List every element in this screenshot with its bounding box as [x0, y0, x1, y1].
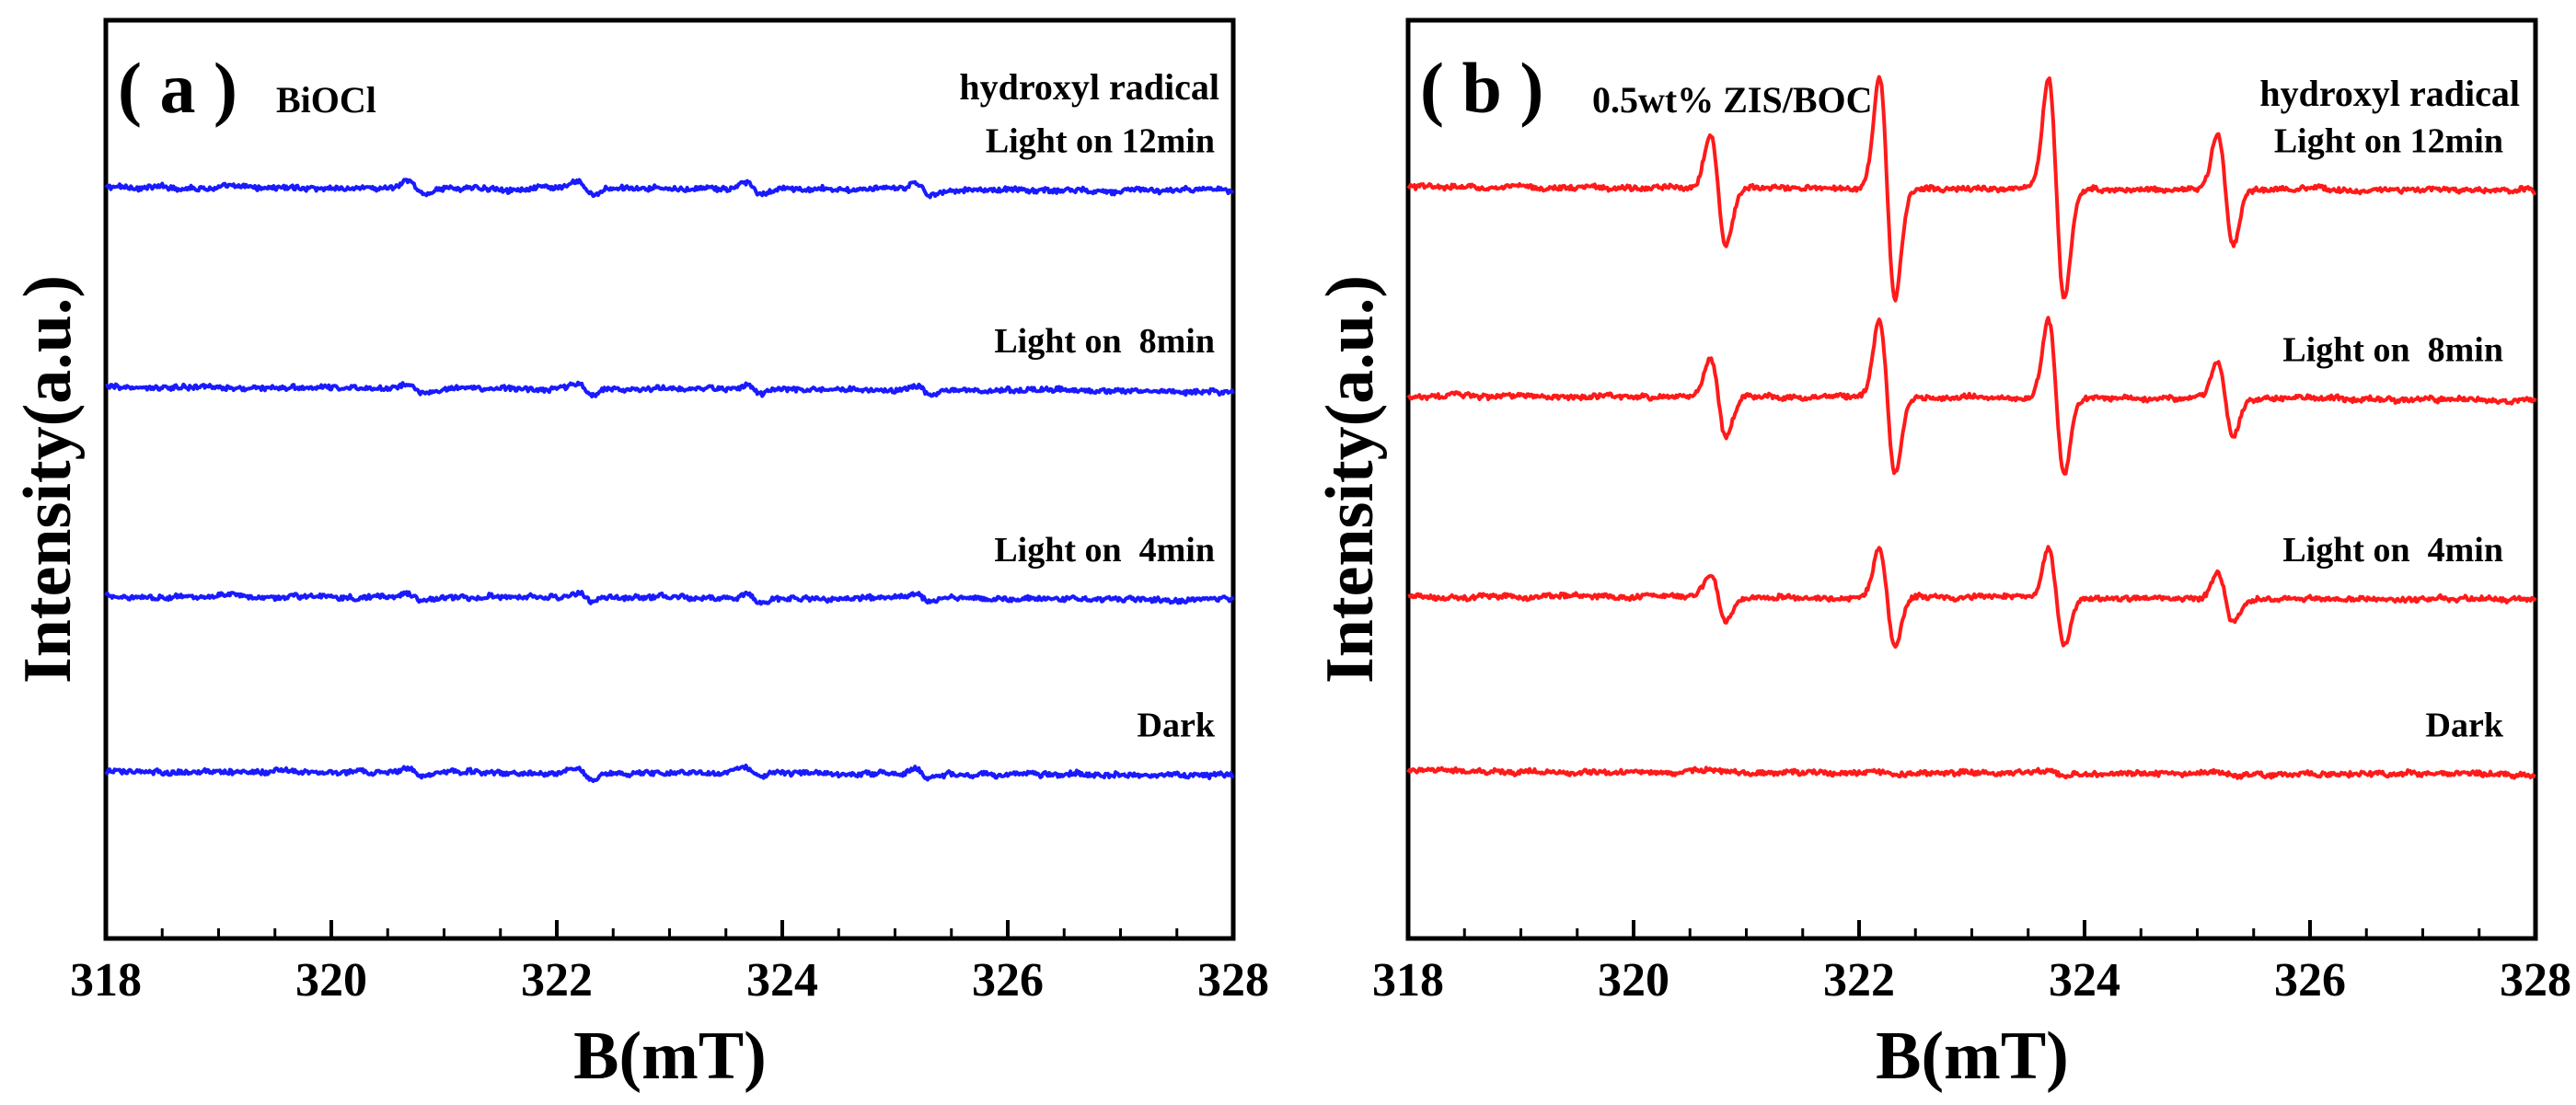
x-tick-label: 318	[1372, 954, 1444, 1007]
x-tick-label: 324	[746, 954, 818, 1007]
x-axis-title: B(mT)	[573, 1019, 767, 1094]
trace-line	[105, 380, 1235, 398]
sample-label: BiOCl	[276, 79, 376, 121]
trace-labels: Light on 12min Light on 8min Light on 4min…	[986, 121, 1216, 744]
x-tick-label: 320	[295, 954, 367, 1007]
x-tick-label: 324	[2049, 954, 2120, 1007]
y-axis-title: Intensity(a.u.)	[1312, 275, 1388, 684]
corner-label: hydroxyl radical	[959, 66, 1219, 108]
x-axis-ticks	[104, 920, 1235, 938]
trace-label: Dark	[1138, 707, 1216, 745]
panel-b: ( b ) 0.5wt% ZIS/BOC hydroxyl radical B(…	[1312, 17, 2571, 1094]
trace-line	[1406, 75, 2537, 303]
corner-label: hydroxyl radical	[2259, 73, 2520, 114]
y-axis-title: Intensity(a.u.)	[10, 275, 86, 684]
traces	[1406, 75, 2537, 780]
x-tick-label: 322	[1823, 954, 1895, 1007]
panel-a: ( a ) BiOCl hydroxyl radical B(mT) Inten…	[10, 17, 1269, 1094]
x-tick-label: 326	[2274, 954, 2346, 1007]
trace-label: Light on 4min	[994, 531, 1215, 570]
trace-label: Light on 4min	[2282, 531, 2503, 570]
panel-label: ( a )	[118, 48, 237, 128]
x-tick-label: 318	[70, 954, 142, 1007]
trace-line	[104, 764, 1235, 783]
sample-label: 0.5wt% ZIS/BOC	[1592, 79, 1873, 121]
traces	[104, 178, 1235, 783]
x-tick-labels: 318 320 322 324 326 328	[1372, 954, 2571, 1007]
trace-label: Light on 12min	[986, 121, 1215, 160]
trace-line	[104, 590, 1235, 606]
trace-line	[1406, 316, 2537, 476]
x-tick-label: 320	[1598, 954, 1669, 1007]
x-tick-labels: 318 320 322 324 326 328	[70, 954, 1269, 1007]
trace-label: Dark	[2426, 707, 2504, 745]
x-axis-ticks	[1406, 920, 2537, 938]
x-tick-label: 326	[972, 954, 1044, 1007]
trace-line	[1407, 545, 2537, 649]
x-tick-label: 328	[2500, 954, 2571, 1007]
x-tick-label: 322	[521, 954, 593, 1007]
panel-label: ( b )	[1420, 48, 1543, 128]
trace-label: Light on 12min	[2274, 121, 2503, 160]
trace-label: Light on 8min	[2282, 330, 2503, 369]
trace-line	[1406, 765, 2536, 780]
trace-label: Light on 8min	[994, 322, 1215, 361]
x-tick-label: 328	[1197, 954, 1269, 1007]
trace-labels: Light on 12min Light on 8min Light on 4min…	[2274, 121, 2504, 744]
trace-line	[104, 178, 1235, 200]
x-axis-title: B(mT)	[1876, 1019, 2069, 1094]
